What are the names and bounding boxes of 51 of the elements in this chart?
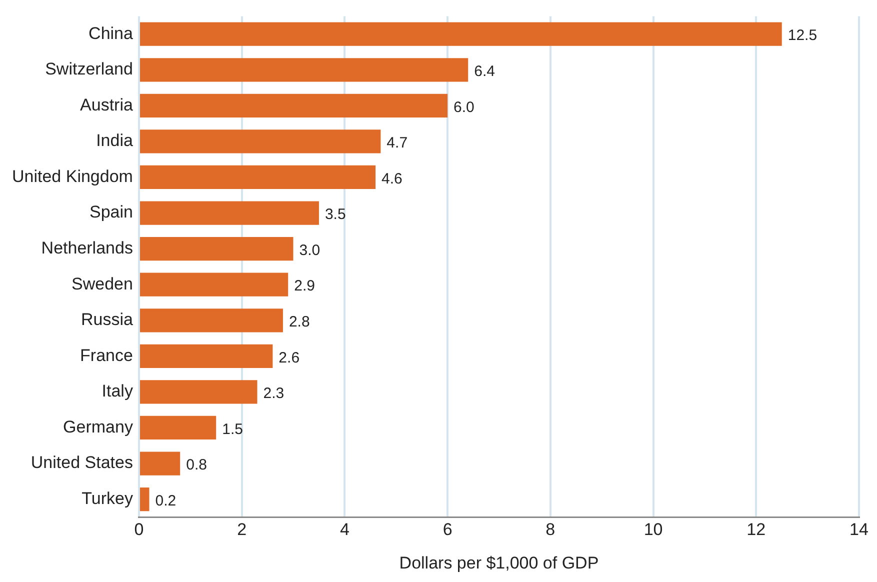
bar xyxy=(140,308,283,332)
data-label: 2.6 xyxy=(278,349,300,366)
data-label: 4.7 xyxy=(386,134,408,152)
bar xyxy=(140,452,180,476)
data-label: 6.0 xyxy=(454,98,474,116)
y-tick-label: Russia xyxy=(80,310,134,330)
data-label: 2.3 xyxy=(263,385,284,402)
bar xyxy=(140,237,294,261)
x-tick-label: 14 xyxy=(850,520,868,540)
data-label: 1.5 xyxy=(222,420,243,438)
x-tick-label: 2 xyxy=(237,520,247,540)
y-tick-label: Turkey xyxy=(82,488,134,508)
x-tick-label: 0 xyxy=(134,520,144,540)
bar xyxy=(140,130,381,154)
x-tick-label: 10 xyxy=(644,520,663,540)
bar xyxy=(140,344,273,368)
y-tick-label: United Kingdom xyxy=(12,166,133,186)
x-tick-label: 4 xyxy=(340,520,350,540)
y-tick-label: Germany xyxy=(63,417,134,436)
bar xyxy=(140,488,150,512)
bar xyxy=(140,22,782,46)
y-tick-label: Austria xyxy=(80,95,134,114)
bar xyxy=(140,416,216,440)
y-tick-label: China xyxy=(88,24,134,43)
data-label: 2.9 xyxy=(294,278,315,295)
data-label: 0.8 xyxy=(186,456,207,474)
y-tick-label: Spain xyxy=(89,202,133,222)
bar xyxy=(140,201,319,225)
y-tick-label: Switzerland xyxy=(45,60,133,79)
x-tick-label: 8 xyxy=(546,520,556,540)
x-tick-label: 12 xyxy=(746,520,766,540)
x-tick-label: 6 xyxy=(442,520,452,540)
y-tick-label: United States xyxy=(30,453,133,472)
data-label: 12.5 xyxy=(788,27,818,44)
x-axis-title: Dollars per $1,000 of GDP xyxy=(399,553,599,572)
data-label: 0.2 xyxy=(155,492,176,510)
y-tick-label: Italy xyxy=(102,382,134,401)
bar xyxy=(140,380,258,404)
y-tick-label: Netherlands xyxy=(41,238,133,258)
data-label: 2.8 xyxy=(288,314,310,331)
y-tick-label: Sweden xyxy=(72,274,133,294)
bar xyxy=(140,94,448,118)
data-label: 6.4 xyxy=(474,63,495,80)
data-label: 3.5 xyxy=(324,206,346,224)
y-tick-label: India xyxy=(96,131,134,150)
bar xyxy=(140,272,288,296)
data-label: 4.6 xyxy=(382,170,402,188)
bar xyxy=(140,165,376,190)
y-tick-label: France xyxy=(80,346,133,365)
data-label: 3.0 xyxy=(299,242,320,259)
bar xyxy=(140,58,468,82)
